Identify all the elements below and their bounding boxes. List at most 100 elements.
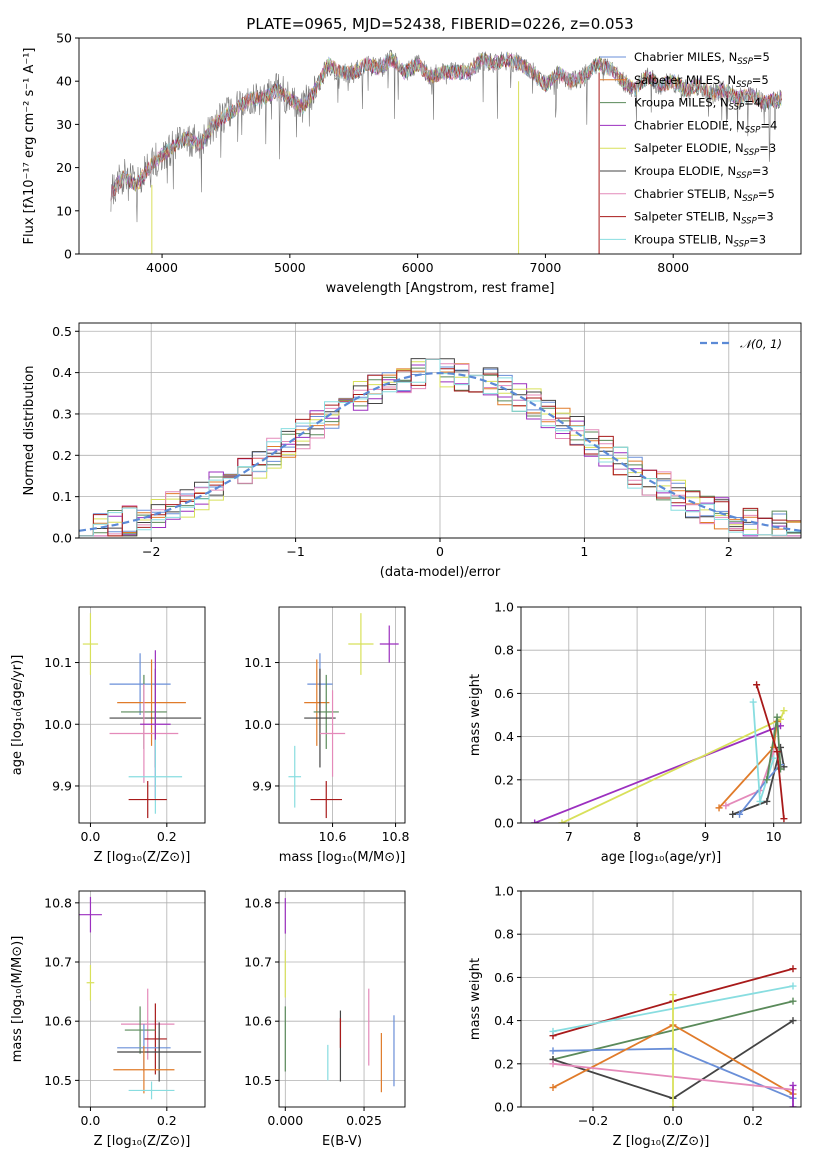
y-axis-label: Flux [fλ10⁻¹⁷ erg cm⁻² s⁻¹ A⁻¹] <box>22 48 37 245</box>
plot-frame <box>78 606 206 824</box>
series-marker <box>753 681 761 689</box>
legend-entry: Chabrier MILES, NSSP=5 <box>634 50 770 67</box>
x-tick-label: 5000 <box>274 260 306 275</box>
series-marker <box>789 1017 797 1025</box>
plot-area <box>82 613 202 819</box>
y-tick-label: 10.1 <box>44 655 72 670</box>
y-tick-label: 0.8 <box>494 643 514 658</box>
series-marker <box>549 1027 557 1035</box>
y-tick-label: 10.7 <box>244 955 272 970</box>
legend-entry: Kroupa ELODIE, NSSP=3 <box>634 164 769 181</box>
x-tick-label: 1 <box>580 544 588 559</box>
plot-area <box>79 358 801 537</box>
plot-area <box>549 965 797 1107</box>
x-tick-label: 0.0 <box>81 829 101 844</box>
series-marker <box>770 754 778 762</box>
y-tick-label: 0.8 <box>494 927 514 942</box>
legend-entry: Chabrier STELIB, NSSP=5 <box>634 187 775 204</box>
y-tick-label: 10.6 <box>244 1014 272 1029</box>
series-marker <box>789 1081 797 1089</box>
x-tick-label: 8000 <box>657 260 689 275</box>
x-tick-label: 4000 <box>146 260 178 275</box>
y-axis-label: mass weight <box>468 674 483 756</box>
x-tick-label: 9 <box>701 829 709 844</box>
series-line-4 <box>732 747 785 816</box>
plot-frame <box>520 606 802 824</box>
residual_hist-axes: −2 −1 0 1 2 0.0 0.1 0.2 0.3 0.4 0.5 (data-model)/er… <box>22 322 802 580</box>
y-tick-label: 0.0 <box>494 1100 514 1115</box>
y-tick-label: 0.1 <box>52 489 72 504</box>
x-tick-label: −0.2 <box>578 1113 608 1128</box>
series-marker <box>763 776 771 784</box>
series-marker <box>669 991 677 999</box>
y-axis-label: mass [log₁₀(M/M⊙)] <box>10 936 25 1063</box>
series-marker <box>780 707 788 715</box>
series-line-0 <box>534 724 781 823</box>
chart-title: PLATE=0965, MJD=52438, FIBERID=0226, z=0… <box>246 15 633 33</box>
x-tick-label: 0.0 <box>81 1113 101 1128</box>
x-tick-label: 0.000 <box>267 1113 303 1128</box>
y-tick-label: 0 <box>64 247 72 262</box>
x-axis-label: age [log₁₀(age/yr)] <box>601 850 722 865</box>
plot-frame <box>520 890 802 1108</box>
y-tick-label: 0.4 <box>494 1013 514 1028</box>
plot-area <box>288 613 399 819</box>
y-tick-label: 1.0 <box>494 600 514 615</box>
series-marker <box>777 743 785 751</box>
x-tick-label: 0.2 <box>743 1113 763 1128</box>
model-line-8 <box>110 52 782 202</box>
y-tick-label: 50 <box>56 31 72 46</box>
plot-area <box>79 896 202 1100</box>
series-marker <box>549 1047 557 1055</box>
series-marker <box>669 1103 677 1107</box>
series-marker <box>789 982 797 990</box>
x-tick-label: 2 <box>725 544 733 559</box>
series-marker <box>715 804 723 812</box>
plot-area <box>284 898 395 1093</box>
legend: 𝒩(0, 1) <box>700 337 782 351</box>
y-tick-label: 10.8 <box>44 895 72 910</box>
x-axis-label: (data-model)/error <box>380 565 501 580</box>
series-marker <box>763 797 771 805</box>
series-marker <box>789 965 797 973</box>
plot-frame <box>78 322 802 539</box>
x-tick-label: 7 <box>565 829 573 844</box>
y-tick-label: 0.2 <box>494 1056 514 1071</box>
legend-entry: Kroupa STELIB, NSSP=3 <box>634 232 766 249</box>
x-tick-label: 10 <box>766 829 782 844</box>
y-tick-label: 0.0 <box>52 531 72 546</box>
y-tick-label: 40 <box>56 74 72 89</box>
y-tick-label: 10 <box>56 203 72 218</box>
y-tick-label: 0.3 <box>52 406 72 421</box>
mass_vs_ebv-axes: 0.000 0.025 10.5 10.6 10.7 10.8 E(B-V) <box>244 890 406 1149</box>
y-axis-label: age [log₁₀(age/yr)] <box>10 655 25 776</box>
x-axis-label: mass [log₁₀(M/M⊙)] <box>279 850 406 865</box>
x-axis-label: E(B-V) <box>322 1134 362 1149</box>
age_vs_Z-axes: 0.0 0.2 9.9 10.0 10.1 Z [log₁₀(Z/Z⊙)] age [log… <box>10 606 206 865</box>
y-tick-label: 20 <box>56 160 72 175</box>
y-tick-label: 10.5 <box>244 1073 272 1088</box>
x-tick-label: 0.025 <box>346 1113 382 1128</box>
series-marker <box>722 802 730 810</box>
y-tick-label: 10.8 <box>244 895 272 910</box>
plot-area <box>110 49 782 254</box>
age_vs_mass-axes: 10.6 10.8 9.9 10.0 10.1 mass [log₁₀(M/M⊙)] <box>244 606 410 865</box>
model-line-7 <box>110 54 782 202</box>
x-axis-label: wavelength [Angstrom, rest frame] <box>326 281 555 296</box>
y-axis-label: mass weight <box>468 958 483 1040</box>
normal-curve <box>79 371 801 532</box>
x-tick-label: 7000 <box>530 260 562 275</box>
y-tick-label: 30 <box>56 117 72 132</box>
series-marker <box>773 748 781 756</box>
series-marker <box>549 1060 557 1068</box>
y-tick-label: 0.6 <box>494 686 514 701</box>
y-tick-label: 0.5 <box>52 324 72 339</box>
plot-frame <box>278 890 406 1108</box>
legend-entry: 𝒩(0, 1) <box>740 337 782 351</box>
series-line-1 <box>561 710 785 823</box>
series-marker <box>780 815 788 823</box>
x-tick-label: 10.8 <box>382 829 410 844</box>
plot-frame <box>78 890 206 1108</box>
y-tick-label: 10.6 <box>44 1014 72 1029</box>
